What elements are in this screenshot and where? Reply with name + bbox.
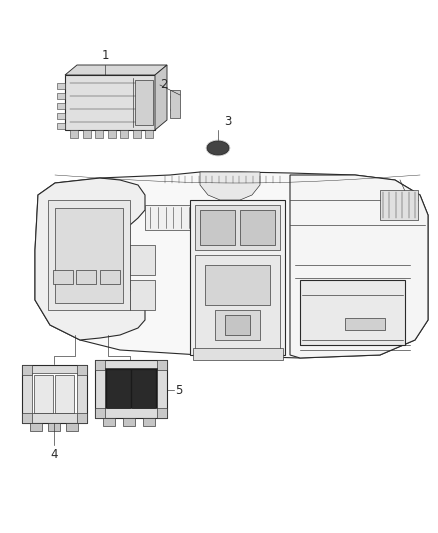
Bar (57, 103, 65, 109)
Bar (66, 423, 78, 431)
Bar (120, 130, 128, 138)
Text: 3: 3 (224, 115, 232, 128)
Bar (200, 210, 235, 245)
Circle shape (159, 362, 165, 368)
Bar (32, 373, 77, 413)
Text: 4: 4 (50, 448, 58, 461)
Bar (53, 270, 73, 284)
Bar (57, 83, 65, 89)
Circle shape (97, 362, 103, 368)
Text: 1: 1 (101, 49, 109, 62)
Bar (135, 80, 153, 125)
Bar (57, 123, 65, 129)
Bar (145, 130, 153, 138)
Bar (76, 270, 96, 284)
Bar (170, 90, 180, 118)
Polygon shape (200, 172, 260, 200)
Circle shape (171, 106, 179, 114)
Bar (95, 408, 105, 418)
Bar (205, 265, 270, 305)
Circle shape (79, 367, 85, 373)
Bar (34, 375, 53, 413)
Bar (240, 210, 275, 245)
Bar (143, 418, 155, 426)
Bar (22, 365, 87, 423)
Bar (103, 418, 115, 426)
Polygon shape (155, 65, 167, 130)
Bar (55, 375, 74, 413)
Bar (57, 113, 65, 119)
Bar (190, 200, 285, 355)
Circle shape (24, 367, 30, 373)
Bar (157, 408, 167, 418)
Bar (77, 365, 87, 375)
Bar (145, 205, 225, 230)
Bar (22, 413, 32, 423)
Polygon shape (290, 175, 428, 358)
Bar (225, 315, 250, 335)
Bar (132, 370, 155, 408)
Bar (57, 93, 65, 99)
Bar (133, 130, 141, 138)
Bar (380, 190, 418, 220)
Bar (22, 365, 32, 375)
Bar (82, 130, 91, 138)
Bar (130, 280, 155, 310)
Bar (95, 360, 105, 370)
Bar (107, 130, 116, 138)
Bar (345, 318, 385, 330)
Bar (70, 130, 78, 138)
Bar (77, 413, 87, 423)
Circle shape (79, 415, 85, 421)
Circle shape (97, 410, 103, 416)
Bar (130, 245, 155, 275)
Polygon shape (65, 65, 167, 75)
Text: 5: 5 (175, 384, 182, 397)
Bar (95, 130, 103, 138)
Bar (215, 310, 260, 340)
Bar (195, 205, 280, 250)
Bar (157, 360, 167, 370)
Bar (65, 75, 155, 130)
Bar (55, 208, 123, 303)
Bar (48, 200, 130, 310)
Bar (123, 418, 135, 426)
Bar (30, 423, 42, 431)
Bar (107, 370, 130, 408)
Bar (100, 270, 120, 284)
Bar (95, 360, 167, 418)
Polygon shape (35, 178, 145, 340)
Bar (48, 423, 60, 431)
Text: 2: 2 (160, 78, 167, 92)
Circle shape (159, 410, 165, 416)
Polygon shape (35, 172, 428, 358)
Circle shape (24, 415, 30, 421)
Ellipse shape (207, 141, 229, 155)
Bar (300, 280, 405, 345)
Bar (105, 368, 157, 408)
Circle shape (171, 93, 179, 101)
Bar (193, 348, 283, 360)
Bar (195, 255, 280, 350)
